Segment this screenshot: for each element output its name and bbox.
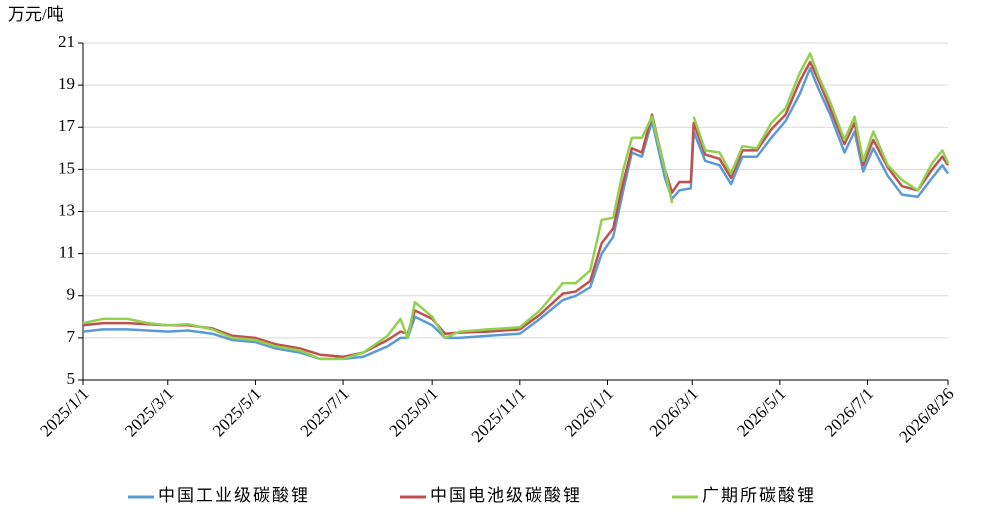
x-tick-label: 2025/11/1 [468, 384, 530, 446]
x-tick-label: 2026/5/1 [733, 384, 789, 440]
y-tick-label: 19 [58, 74, 75, 93]
y-tick-label: 21 [58, 32, 75, 51]
x-tick-label: 2026/7/1 [821, 384, 877, 440]
y-tick-label: 13 [58, 200, 75, 219]
y-tick-label: 5 [67, 369, 76, 388]
x-tick-label: 2025/9/1 [386, 384, 442, 440]
legend: 中国工业级碳酸锂 中国电池级碳酸锂 广期所碳酸锂 [128, 486, 816, 505]
x-tick-label: 2026/8/26 [895, 384, 957, 446]
series-line [82, 67, 950, 361]
series-line [82, 52, 950, 361]
legend-label: 广期所碳酸锂 [702, 486, 816, 505]
x-tick-label: 2026/3/1 [646, 384, 702, 440]
series-line [82, 60, 950, 359]
legend-label: 中国电池级碳酸锂 [430, 486, 582, 505]
y-tick-label: 9 [67, 285, 76, 304]
y-tick-label: 15 [58, 158, 75, 177]
y-tick-label: 11 [59, 243, 75, 262]
x-tick-label: 2025/1/1 [36, 384, 92, 440]
x-tick-label: 2025/3/1 [121, 384, 177, 440]
x-tick-label: 2025/5/1 [209, 384, 265, 440]
y-tick-label: 17 [58, 116, 76, 135]
legend-label: 中国工业级碳酸锂 [158, 486, 310, 505]
y-tick-label: 7 [67, 327, 76, 346]
x-tick-label: 2026/1/1 [561, 384, 617, 440]
y-axis-label: 万元/吨 [8, 5, 64, 24]
x-tick-label: 2025/7/1 [296, 384, 352, 440]
